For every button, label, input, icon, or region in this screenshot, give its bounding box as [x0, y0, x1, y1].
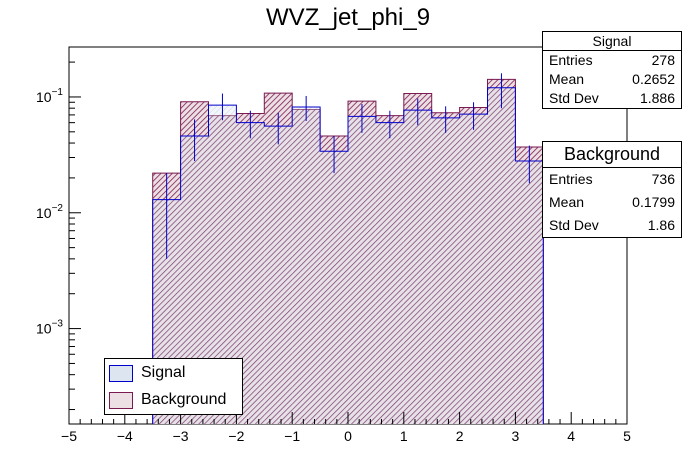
background-entries-row: Entries 736 — [543, 168, 681, 191]
x-tick-label: 4 — [567, 428, 575, 444]
legend-item-signal: Signal — [109, 364, 185, 382]
y-tick-label: 10−2 — [36, 203, 63, 221]
signal-mean-row: Mean 0.2652 — [543, 70, 681, 89]
x-tick-label: 3 — [512, 428, 520, 444]
background-mean-value: 0.1799 — [632, 194, 675, 210]
background-std-value: 1.86 — [647, 217, 675, 233]
legend-item-background: Background — [109, 391, 226, 409]
background-mean-row: Mean 0.1799 — [543, 191, 681, 214]
background-mean-label: Mean — [549, 194, 585, 210]
x-tick-label: 0 — [344, 428, 352, 444]
signal-mean-value: 0.2652 — [632, 71, 675, 87]
signal-entries-label: Entries — [549, 52, 593, 68]
x-axis: −5 −4 −3 −2 −1 0 1 2 3 4 5 — [61, 412, 631, 444]
y-tick-label: 10−1 — [36, 87, 63, 105]
x-tick-label: −1 — [284, 428, 300, 444]
signal-swatch-icon — [109, 364, 133, 382]
signal-bar — [264, 126, 293, 424]
y-tick-label: 10−3 — [36, 319, 63, 337]
legend-signal-label: Signal — [141, 364, 186, 381]
background-std-row: Std Dev 1.86 — [543, 214, 681, 237]
x-tick-label: −2 — [228, 428, 244, 444]
background-stats-title: Background — [543, 142, 681, 168]
signal-bars — [152, 87, 544, 425]
background-entries-value: 736 — [651, 171, 675, 187]
signal-std-value: 1.886 — [639, 90, 675, 106]
signal-stats-title: Signal — [543, 32, 681, 51]
x-tick-label: 5 — [623, 428, 631, 444]
x-tick-label: 1 — [400, 428, 408, 444]
background-swatch-icon — [109, 391, 133, 409]
background-entries-label: Entries — [549, 171, 593, 187]
signal-bar — [292, 106, 321, 425]
signal-entries-row: Entries 278 — [543, 51, 681, 70]
signal-bar — [515, 160, 544, 424]
signal-error-bars — [166, 73, 530, 259]
background-stats-box: Background Entries 736 Mean 0.1799 Std D… — [542, 141, 682, 238]
x-tick-label: 2 — [456, 428, 464, 444]
signal-stats-box: Signal Entries 278 Mean 0.2652 Std Dev 1… — [542, 31, 682, 109]
signal-mean-label: Mean — [549, 71, 585, 87]
signal-bar — [431, 117, 460, 425]
signal-bar — [403, 110, 432, 424]
x-tick-label: −4 — [117, 428, 133, 444]
signal-bar — [459, 114, 488, 425]
signal-bar — [375, 122, 404, 424]
legend-background-label: Background — [141, 391, 227, 408]
chart-title: WVZ_jet_phi_9 — [265, 4, 431, 31]
signal-std-label: Std Dev — [549, 90, 599, 106]
x-tick-label: −5 — [61, 428, 77, 444]
legend: Signal Background — [104, 358, 243, 415]
signal-bar — [348, 116, 376, 424]
y-axis: 10−1 10−2 10−3 — [36, 61, 81, 411]
x-tick-label: −3 — [173, 428, 189, 444]
signal-bar — [487, 87, 516, 425]
signal-outline — [152, 87, 544, 424]
signal-bar — [320, 151, 348, 424]
signal-entries-value: 278 — [651, 52, 675, 68]
background-std-label: Std Dev — [549, 217, 599, 233]
signal-std-row: Std Dev 1.886 — [543, 89, 681, 108]
